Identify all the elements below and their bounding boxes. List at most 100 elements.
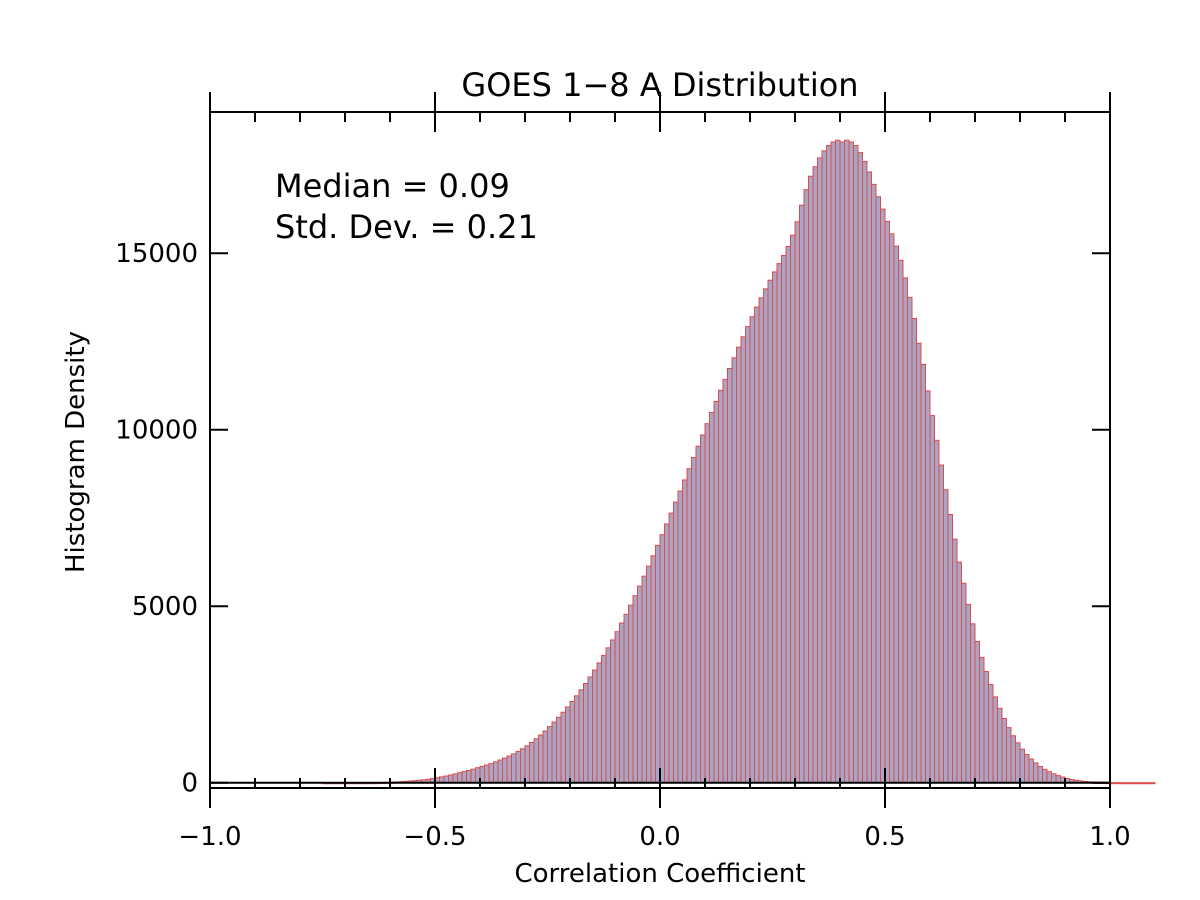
histogram-bar (691, 456, 697, 784)
histogram-bar (605, 647, 611, 784)
histogram-bar (443, 775, 449, 784)
histogram-bar (794, 221, 800, 784)
y-tick-label: 15000 (115, 239, 198, 269)
histogram-bar (1010, 735, 1016, 784)
histogram-bar (826, 145, 832, 784)
histogram-bar (637, 585, 643, 784)
histogram-bar (551, 721, 557, 784)
histogram-bar (457, 772, 463, 784)
histogram-bar (686, 468, 692, 784)
histogram-bar (745, 326, 751, 784)
histogram-bar (1150, 782, 1156, 785)
histogram-bar (997, 707, 1003, 784)
histogram-bar (452, 773, 458, 784)
histogram-bar (1051, 773, 1057, 784)
histogram-bar (506, 755, 512, 784)
histogram-bar (704, 423, 710, 784)
histogram-bar (970, 623, 976, 784)
histogram-bar (1024, 753, 1030, 784)
annotation-median: Median = 0.09 (275, 167, 510, 205)
histogram-bar (848, 141, 854, 784)
histogram-bar (754, 306, 760, 784)
histogram-bar (713, 400, 719, 784)
x-axis-label: Correlation Coefficient (514, 859, 805, 889)
histogram-bar (560, 711, 566, 784)
histogram-bar (952, 538, 958, 784)
x-tick-label: 0.5 (864, 822, 905, 852)
histogram-bar (727, 367, 733, 784)
histogram-bar (907, 296, 913, 784)
histogram-bar (1028, 758, 1034, 784)
histogram-bar (781, 255, 787, 784)
histogram-bar (758, 297, 764, 784)
histogram-bar (542, 730, 548, 784)
histogram-bar (902, 277, 908, 784)
histogram-bar (511, 753, 517, 784)
histogram-bar (961, 582, 967, 784)
histogram-bar (920, 363, 926, 784)
histogram-bar (866, 171, 872, 784)
histogram-bar (983, 671, 989, 784)
histogram-bar (547, 726, 553, 784)
histogram-bar (484, 764, 490, 784)
histogram-bar (830, 141, 836, 784)
histogram-bar (628, 604, 634, 784)
histogram-bar (470, 768, 476, 784)
histogram-bar (947, 513, 953, 784)
histogram-bar (808, 175, 814, 784)
histogram-bar (673, 501, 679, 784)
histogram-bar (934, 439, 940, 784)
histogram-bar (790, 234, 796, 784)
histogram-bar (736, 346, 742, 784)
histogram-bar (956, 561, 962, 784)
histogram-bar (889, 233, 895, 784)
y-tick-label: 10000 (115, 416, 198, 446)
histogram-bar (619, 622, 625, 784)
histogram-bar (502, 757, 508, 784)
histogram-bar (817, 157, 823, 784)
histogram-bar (578, 689, 584, 784)
histogram-bar (538, 734, 544, 784)
histogram-bar (718, 389, 724, 784)
histogram-bar (1127, 782, 1133, 785)
histogram-bar (448, 774, 454, 784)
histogram-bar (601, 654, 607, 784)
histogram-bar (1132, 782, 1138, 785)
histogram-bar (556, 716, 562, 784)
histogram-bar (682, 479, 688, 784)
y-tick-label: 5000 (132, 592, 198, 622)
histogram-bar (884, 220, 890, 784)
histogram-bar (677, 490, 683, 784)
histogram-bar (862, 160, 868, 784)
histogram-bar (493, 761, 499, 784)
histogram-bar (803, 189, 809, 784)
histogram-bar (1123, 782, 1129, 785)
histogram-bar (938, 464, 944, 784)
histogram-bars (210, 139, 1156, 785)
histogram-bar (835, 139, 841, 784)
y-tick-label: 0 (181, 769, 198, 799)
histogram-bar (749, 316, 755, 784)
histogram-bar (1001, 717, 1007, 784)
histogram-bar (1055, 775, 1061, 784)
histogram-bar (799, 204, 805, 784)
histogram-bar (520, 748, 526, 784)
histogram-bar (655, 544, 661, 784)
histogram-bar (821, 150, 827, 784)
histogram-bar (992, 696, 998, 784)
histogram-bar (871, 183, 877, 784)
histogram-bar (1042, 768, 1048, 784)
histogram-bar (875, 196, 881, 784)
histogram-bar (893, 245, 899, 784)
histogram-bar (668, 512, 674, 784)
histogram-bar (763, 288, 769, 784)
histogram-bar (533, 738, 539, 784)
histogram-bar (614, 631, 620, 784)
x-tick-label: 1.0 (1089, 822, 1130, 852)
histogram-bar (515, 750, 521, 784)
histogram-bar (965, 603, 971, 784)
histogram-bar (979, 656, 985, 784)
histogram-bar (767, 279, 773, 784)
histogram-bar (911, 318, 917, 784)
